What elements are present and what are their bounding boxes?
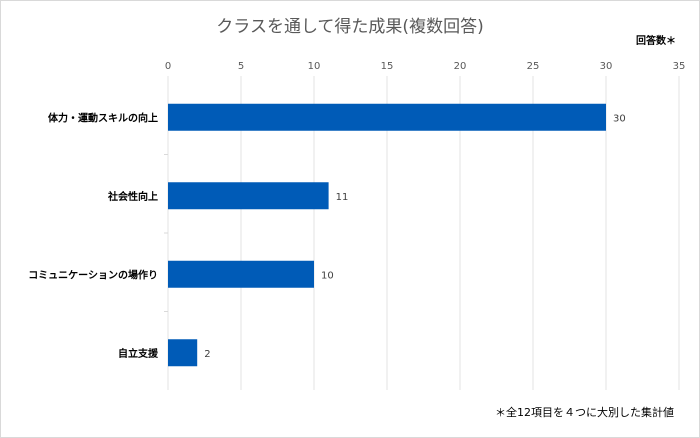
category-label: 体力・運動スキルの向上 — [48, 111, 158, 124]
data-label: 30 — [613, 113, 626, 124]
category-label: コミュニケーションの場作り — [28, 268, 158, 281]
tick-label: 20 — [454, 61, 467, 72]
bar — [168, 103, 606, 131]
tick-label: 30 — [600, 61, 613, 72]
axis-label: 回答数＊ — [636, 36, 676, 47]
category-label: 自立支援 — [118, 347, 159, 360]
data-label: 11 — [336, 192, 349, 203]
tick-label: 5 — [238, 61, 244, 72]
data-label: 10 — [321, 270, 334, 281]
tick-label: 25 — [527, 61, 540, 72]
category-label: 社会性向上 — [107, 190, 158, 203]
bar — [168, 182, 329, 210]
data-label: 2 — [204, 349, 210, 360]
chart-title: クラスを通して得た成果(複数回答) — [216, 17, 484, 37]
footnote: ＊全12項目を４つに大別した集計値 — [495, 406, 674, 419]
tick-label: 0 — [165, 61, 171, 72]
tick-label: 35 — [673, 61, 686, 72]
tick-label: 10 — [308, 61, 321, 72]
bar — [168, 339, 198, 367]
bar — [168, 260, 314, 288]
tick-label: 15 — [381, 61, 394, 72]
